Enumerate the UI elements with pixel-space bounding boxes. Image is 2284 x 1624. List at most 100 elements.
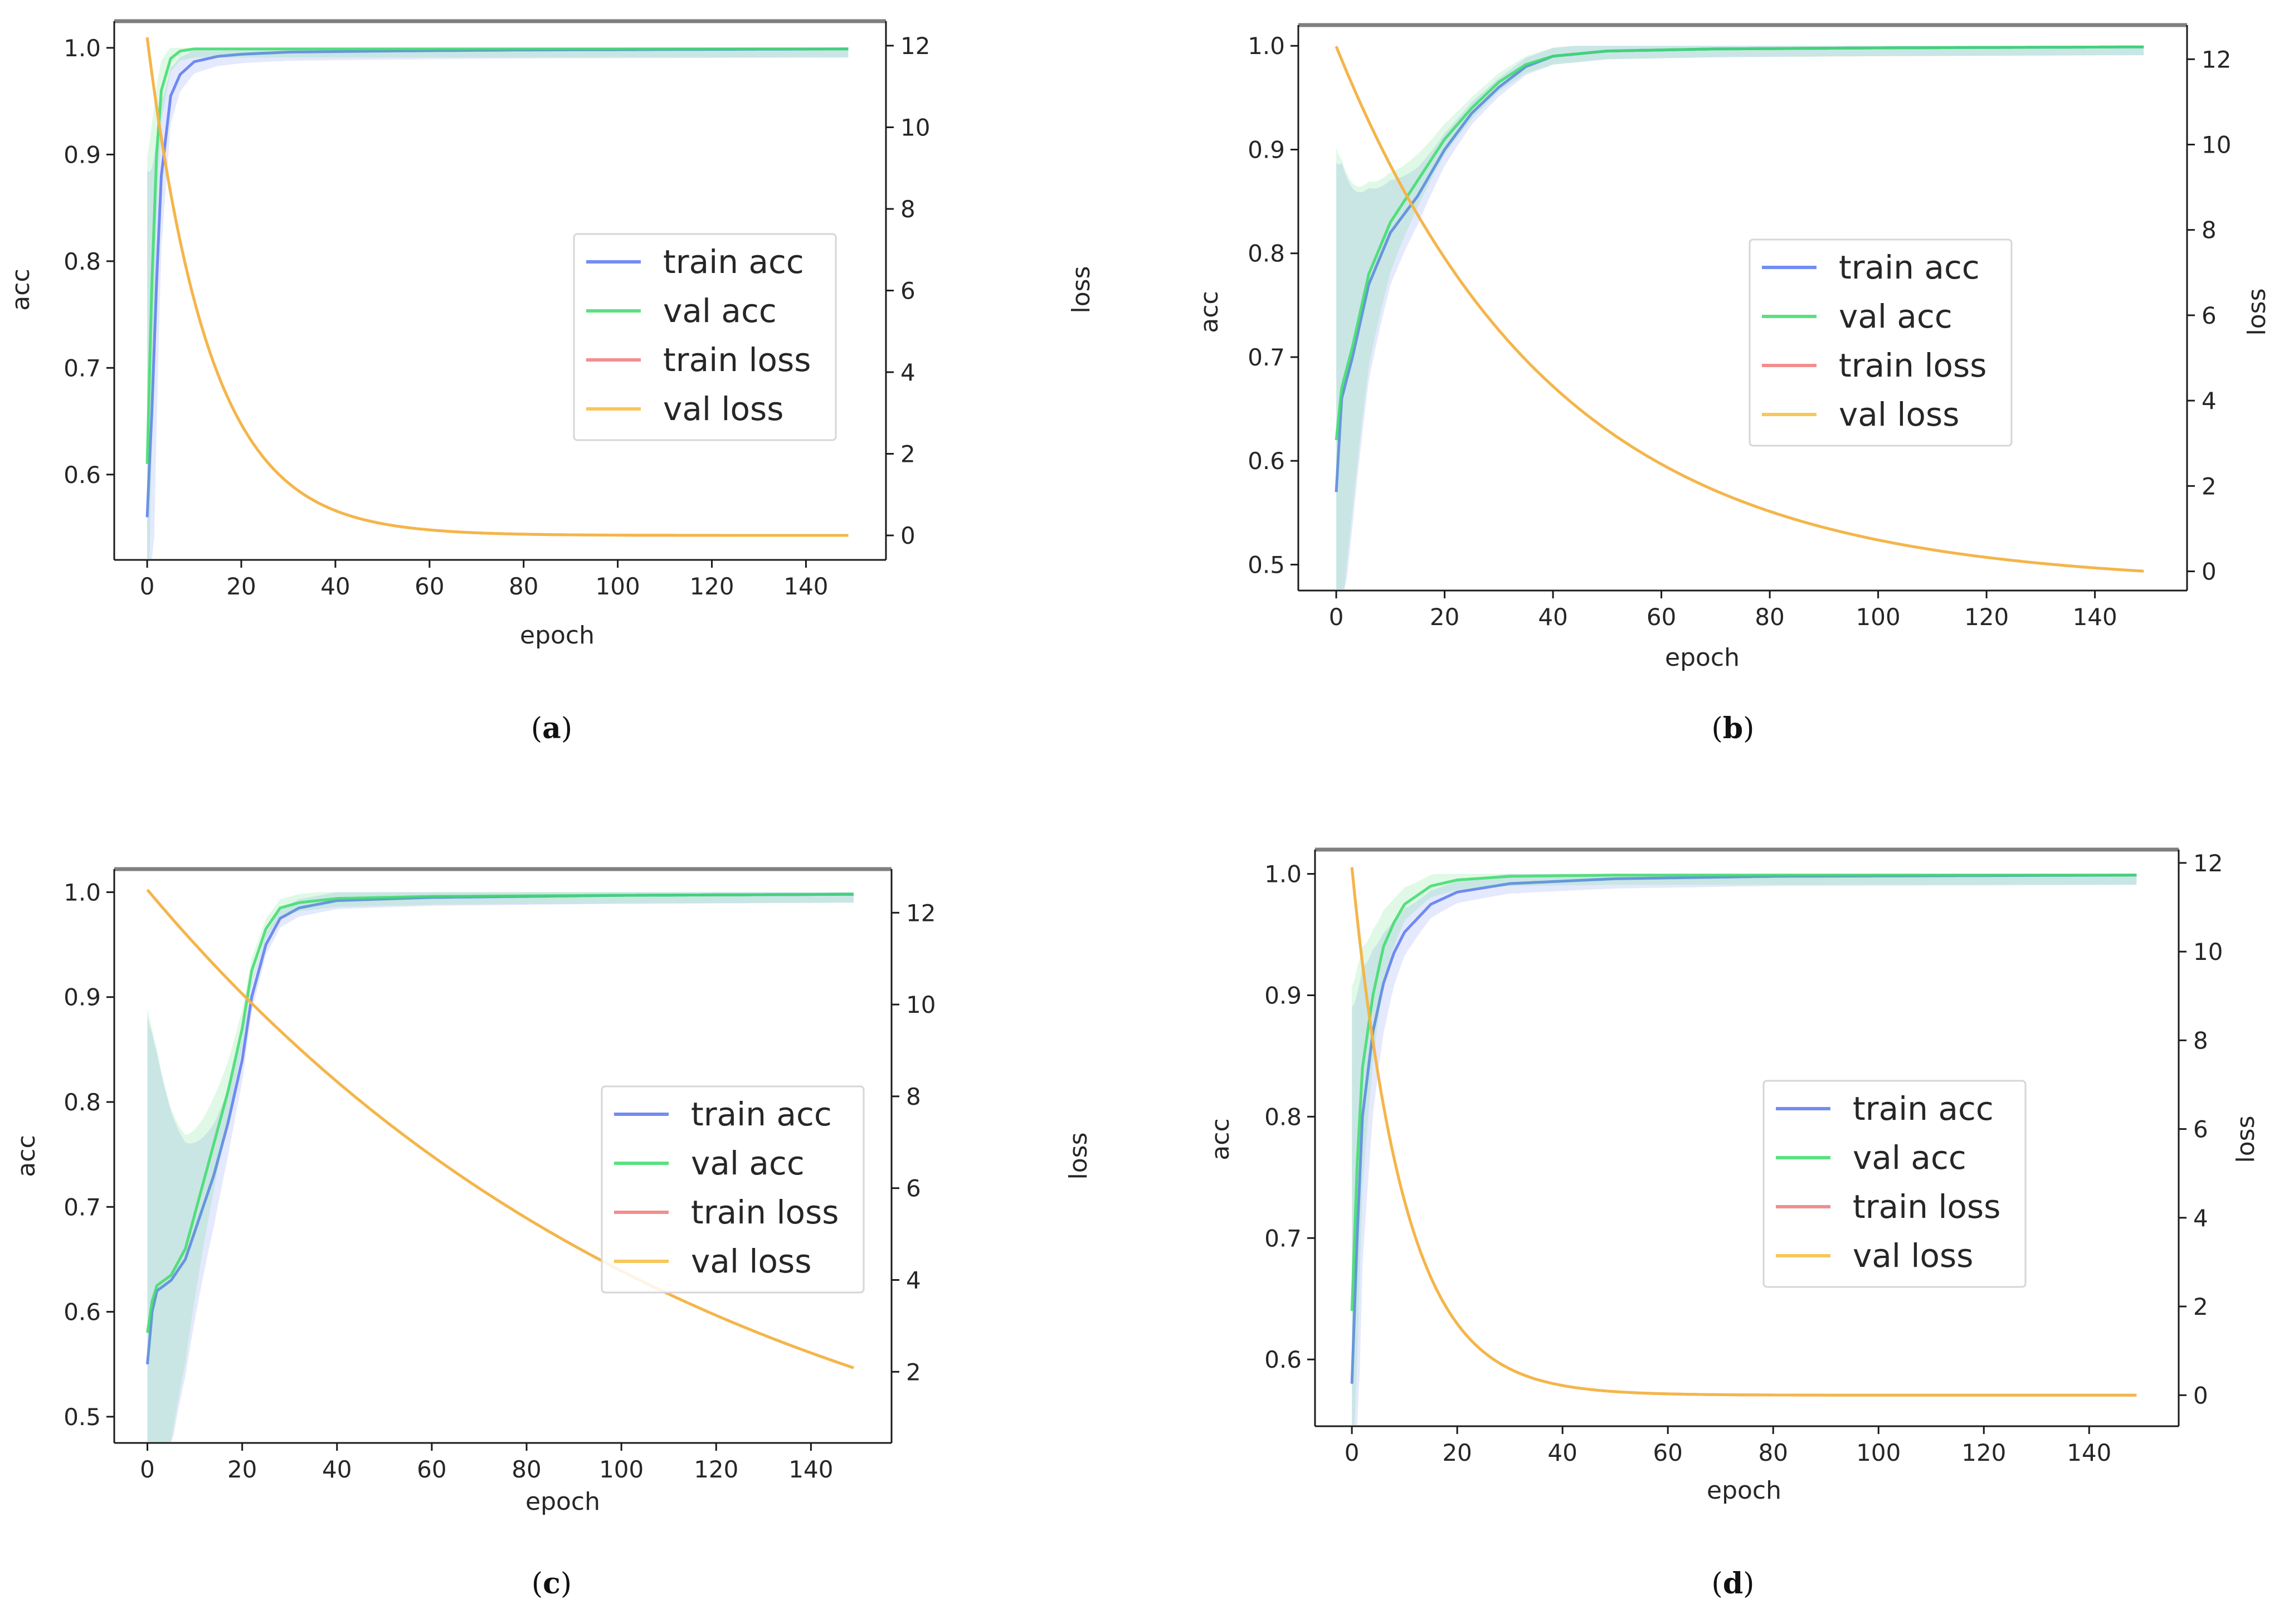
x-tick-label: 0 [140,573,155,600]
series-line-val-loss [1350,867,2137,1397]
y-right-tick-label: 0 [2202,558,2217,586]
legend-label: train loss [1839,347,1986,384]
x-tick-label: 140 [2073,603,2117,631]
legend-label: val acc [1853,1139,1966,1177]
y-right-tick-label: 12 [2202,46,2231,73]
caption-close-paren: ) [1743,1567,1754,1601]
panel-caption: (d) [1712,1567,1755,1601]
y-right-tick-label: 10 [2193,938,2223,965]
y-left-tick-label: 0.8 [64,1089,101,1116]
y-left-tick-label: 0.6 [64,1299,101,1326]
caption-letter: a [542,711,561,745]
y-left-tick-label: 0.8 [64,248,101,275]
y-left-axis-label: acc [1206,1118,1235,1160]
y-left-tick-label: 0.6 [1248,447,1285,475]
caption-open-paren: ( [531,712,542,745]
y-left-tick-label: 1.0 [1264,861,1302,888]
y-left-tick-label: 0.6 [1264,1346,1302,1373]
caption-open-paren: ( [1712,712,1723,745]
y-right-tick-label: 10 [906,991,936,1018]
panel-caption: (a) [531,711,572,745]
legend-label: val acc [691,1144,805,1182]
caption-open-paren: ( [532,1567,543,1601]
chart-panel-d: 0 20 40 60 80 100 120 140 0.6 0.7 0.8 0.9 1.0 0 2 4 6 8 10… [1206,847,2260,1601]
x-tick-label: 140 [783,573,828,600]
x-tick-label: 80 [1755,603,1784,631]
x-tick-label: 120 [694,1456,738,1483]
x-tick-label: 140 [2067,1439,2111,1466]
y-left-tick-label: 0.7 [1264,1225,1302,1252]
y-left-tick-label: 1.0 [64,35,101,62]
y-right-tick-label: 8 [2193,1027,2208,1054]
y-right-axis-label: loss [2243,289,2271,336]
x-tick-label: 80 [1759,1439,1788,1466]
y-right-tick-label: 8 [900,196,915,223]
series-line-val-loss [1335,46,2144,573]
x-tick-label: 120 [1964,603,2009,631]
chart-panel-c: 0 20 40 60 80 100 120 140 0.5 0.6 0.7 0.8 0.9 1.0 2 4 6 8… [12,867,1093,1601]
x-tick-label: 40 [322,1456,352,1483]
x-tick-label: 80 [509,573,538,600]
y-right-tick-label: 2 [900,441,915,468]
y-right-tick-label: 4 [906,1266,921,1294]
series-line-val-acc [1335,45,2144,441]
panel-caption: (b) [1712,711,1755,745]
y-left-tick-label: 0.9 [64,984,101,1011]
legend-label: train loss [1853,1188,2000,1226]
x-tick-label: 40 [320,573,350,600]
y-left-axis-label: acc [12,1135,41,1177]
y-left-tick-label: 0.5 [1248,551,1285,578]
x-tick-label: 60 [417,1456,446,1483]
legend-box [573,233,837,441]
x-tick-label: 40 [1547,1439,1577,1466]
x-tick-label: 60 [1647,603,1676,631]
x-tick-label: 20 [226,573,256,600]
y-left-tick-label: 1.0 [64,879,101,906]
y-right-tick-label: 0 [900,522,915,549]
y-right-tick-label: 4 [900,359,915,386]
x-axis-label: epoch [525,1488,600,1516]
y-right-tick-label: 2 [2202,472,2217,500]
caption-letter: c [543,1567,561,1601]
y-left-tick-label: 0.6 [64,461,101,489]
y-right-tick-label: 6 [2193,1116,2208,1143]
x-axis-label: epoch [1707,1476,1781,1505]
legend-label: val acc [663,292,777,330]
x-tick-label: 20 [1442,1439,1472,1466]
y-right-tick-label: 12 [900,32,930,60]
y-right-tick-label: 10 [2202,131,2231,158]
series-line-val-loss [145,37,849,537]
legend-label: val loss [691,1242,811,1280]
x-axis-label: epoch [520,621,595,650]
caption-close-paren: ) [561,712,572,745]
legend-label: train loss [691,1193,839,1231]
x-tick-label: 120 [1961,1439,2006,1466]
x-tick-label: 120 [689,573,734,600]
y-right-axis-label: loss [1064,1133,1093,1180]
x-tick-label: 40 [1538,603,1567,631]
legend-label: train acc [691,1095,832,1133]
legend-label: train loss [663,341,811,379]
plot-area [1315,850,2179,1426]
chart-panel-a: 0 20 40 60 80 100 120 140 0.6 0.7 0.8 0.9 1.0 0 2 4 6 8 10… [7,19,1095,745]
y-left-tick-label: 0.7 [64,1193,101,1221]
x-tick-label: 100 [596,573,640,600]
y-right-tick-label: 6 [900,277,915,305]
legend-label: train acc [663,243,804,281]
y-right-tick-label: 8 [2202,217,2217,244]
x-tick-label: 80 [512,1456,541,1483]
caption-open-paren: ( [1712,1567,1723,1601]
y-right-tick-label: 2 [2193,1293,2208,1320]
y-right-tick-label: 12 [906,899,936,926]
y-right-tick-label: 10 [900,114,930,141]
x-tick-label: 20 [227,1456,257,1483]
y-left-axis-label: acc [1195,291,1224,333]
legend-box [1762,1080,2027,1288]
y-left-tick-label: 0.8 [1248,240,1285,267]
legend-label: train acc [1839,248,1980,286]
x-tick-label: 60 [1653,1439,1683,1466]
x-tick-label: 60 [415,573,444,600]
caption-close-paren: ) [1743,712,1754,745]
series-line-val-acc [1350,874,2137,1311]
